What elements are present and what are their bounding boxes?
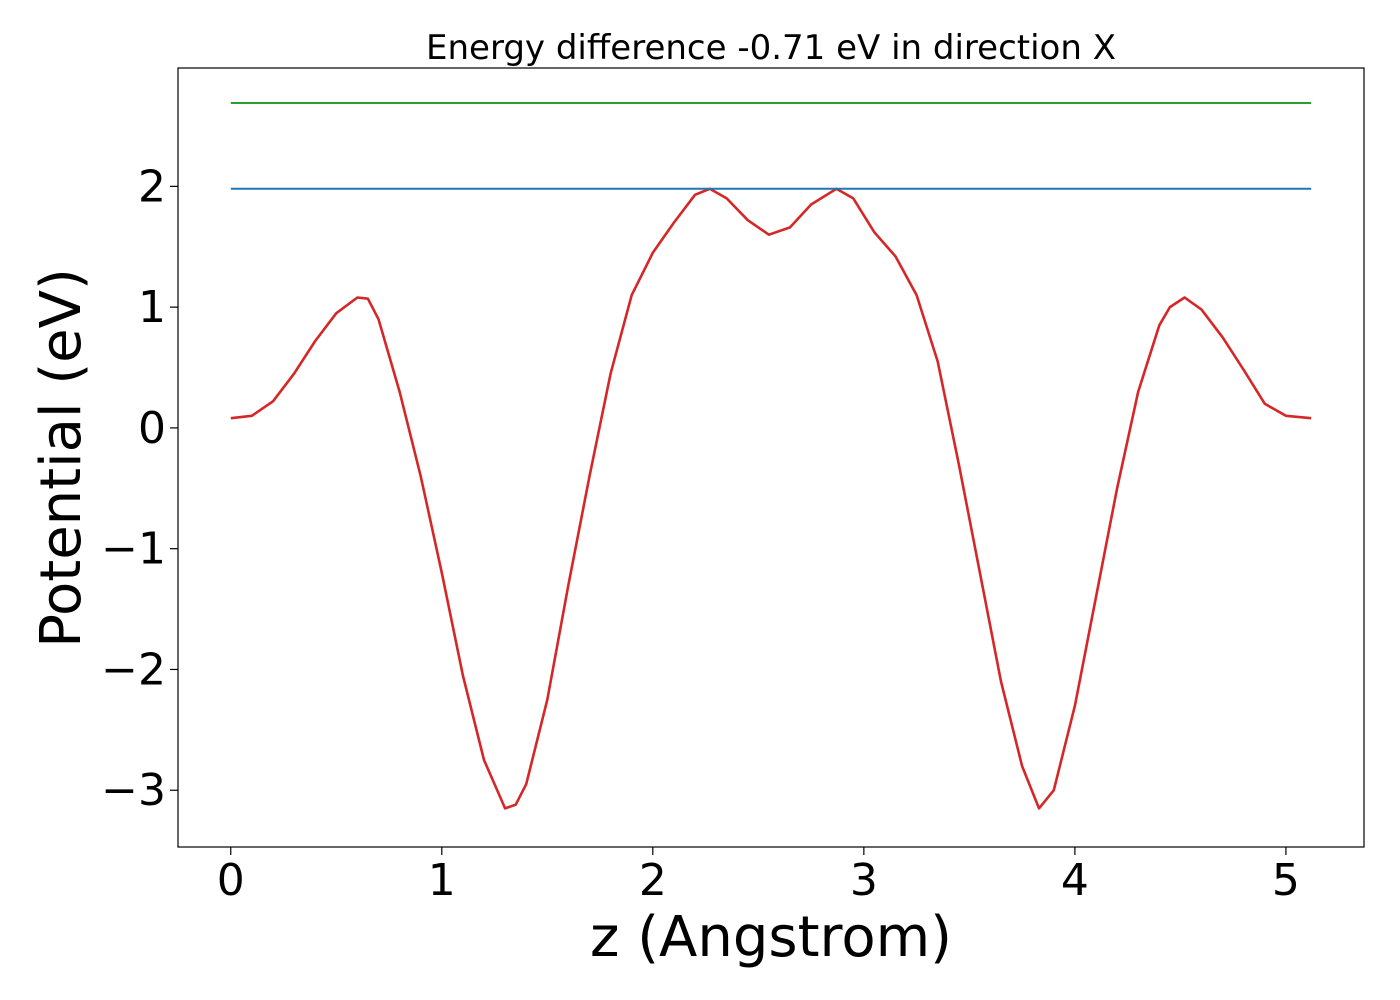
x-tick-label: 4 [1061, 855, 1089, 906]
x-tick-label: 5 [1272, 855, 1300, 906]
chart-title: Energy difference -0.71 eV in direction … [426, 28, 1116, 68]
y-tick-label: −3 [101, 765, 166, 816]
x-tick-label: 0 [217, 855, 245, 906]
y-tick-label: −1 [101, 524, 166, 575]
y-axis: −3 −2 −1 0 1 2 [101, 161, 178, 816]
series-line-1 [230, 187, 1312, 810]
x-tick-label: 1 [428, 855, 456, 906]
y-tick-label: −2 [101, 644, 166, 695]
x-axis: 0 1 2 3 4 5 [217, 847, 1300, 906]
y-tick-label: 0 [138, 403, 166, 454]
plot-area-frame [177, 67, 1365, 848]
x-tick-label: 2 [639, 855, 667, 906]
y-axis-label: Potential (eV) [29, 268, 94, 648]
series-layer [230, 102, 1312, 810]
y-tick-label: 1 [138, 282, 166, 333]
x-tick-label: 3 [850, 855, 878, 906]
x-axis-label: z (Angstrom) [590, 905, 952, 970]
y-tick-label: 2 [138, 161, 166, 212]
